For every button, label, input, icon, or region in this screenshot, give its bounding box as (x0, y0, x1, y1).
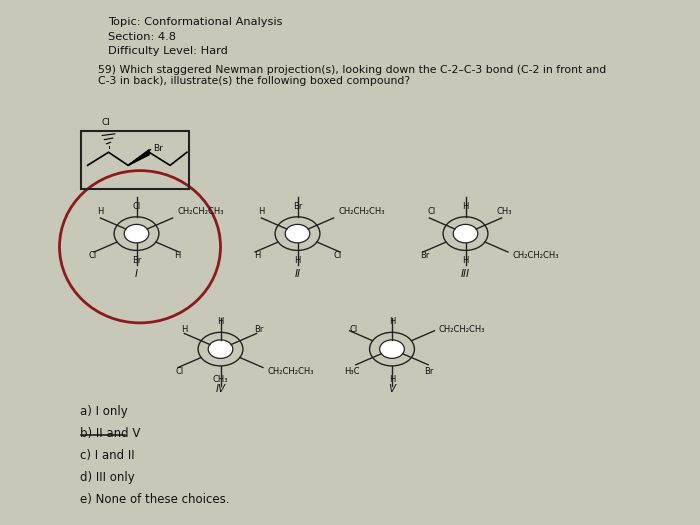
Text: H₃C: H₃C (344, 366, 359, 376)
Text: H: H (181, 324, 188, 334)
Text: Br: Br (293, 202, 302, 211)
Text: Cl: Cl (334, 251, 342, 260)
Text: d) III only: d) III only (80, 471, 135, 485)
Text: Br: Br (153, 144, 163, 153)
Circle shape (379, 340, 405, 359)
Circle shape (285, 224, 310, 243)
Circle shape (453, 224, 478, 243)
Text: H: H (294, 256, 301, 266)
Text: b) II and V: b) II and V (80, 427, 141, 440)
Text: a) I only: a) I only (80, 405, 128, 418)
Text: c) I and II: c) I and II (80, 449, 135, 463)
Text: 59) Which staggered Newman projection(s), looking down the C-2–C-3 bond (C-2 in : 59) Which staggered Newman projection(s)… (98, 65, 606, 75)
Bar (80, 131, 189, 189)
Text: CH₃: CH₃ (213, 375, 228, 384)
Text: H: H (253, 251, 260, 260)
Text: Br: Br (254, 324, 264, 334)
Text: III: III (461, 269, 470, 279)
Text: CH₂CH₂CH₃: CH₂CH₂CH₃ (512, 251, 559, 260)
Text: H: H (389, 375, 396, 384)
Text: Br: Br (132, 256, 141, 266)
Text: CH₂CH₂CH₃: CH₂CH₂CH₃ (178, 207, 224, 216)
Text: CH₂CH₂CH₃: CH₂CH₂CH₃ (339, 207, 385, 216)
Polygon shape (128, 150, 149, 165)
Text: Cl: Cl (132, 202, 141, 211)
Text: H: H (462, 256, 469, 266)
Text: IV: IV (216, 384, 225, 394)
Text: H: H (258, 207, 265, 216)
Text: C-3 in back), illustrate(s) the following boxed compound?: C-3 in back), illustrate(s) the followin… (98, 76, 410, 86)
Text: H: H (174, 251, 181, 260)
Text: V: V (389, 384, 396, 394)
Circle shape (208, 340, 233, 359)
Text: Section: 4.8: Section: 4.8 (108, 32, 176, 41)
Text: CH₂CH₂CH₃: CH₂CH₂CH₃ (439, 324, 485, 334)
Text: H: H (462, 202, 469, 211)
Text: CH₂CH₂CH₃: CH₂CH₂CH₃ (267, 366, 314, 376)
Text: Cl: Cl (89, 251, 97, 260)
Text: I: I (135, 269, 138, 279)
Text: Cl: Cl (102, 118, 111, 127)
Circle shape (124, 224, 149, 243)
Text: Cl: Cl (349, 324, 358, 334)
Text: CH₃: CH₃ (496, 207, 512, 216)
Text: Difficulty Level: Hard: Difficulty Level: Hard (108, 46, 228, 56)
Text: Cl: Cl (428, 207, 436, 216)
Text: H: H (97, 207, 104, 216)
Text: Br: Br (420, 251, 430, 260)
Text: II: II (295, 269, 300, 279)
Text: e) None of these choices.: e) None of these choices. (80, 494, 230, 507)
Text: H: H (217, 317, 224, 327)
Text: Br: Br (424, 366, 433, 376)
Text: Cl: Cl (176, 366, 184, 376)
Text: Topic: Conformational Analysis: Topic: Conformational Analysis (108, 17, 283, 27)
Text: H: H (389, 317, 396, 327)
